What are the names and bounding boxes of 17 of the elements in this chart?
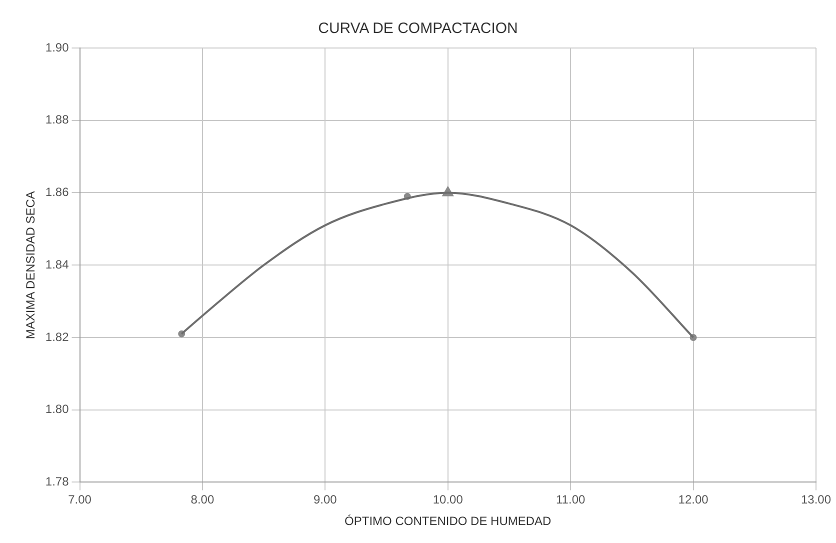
y-tick-label: 1.88 [45, 112, 70, 127]
y-tick-label: 1.80 [45, 402, 70, 416]
x-tick-label: 8.00 [190, 492, 214, 507]
y-tick-label: 1.82 [45, 330, 70, 344]
y-tick-label: 1.84 [45, 257, 70, 272]
x-tick-label: 11.00 [556, 492, 586, 507]
x-tick-label: 13.00 [800, 492, 832, 507]
x-tick-label: 12.00 [678, 492, 709, 507]
y-tick-label: 1.78 [45, 474, 70, 489]
x-tick-label: 9.00 [313, 492, 338, 507]
x-tick-label: 7.00 [68, 492, 92, 507]
chart-title: CURVA DE COMPACTACION [318, 20, 518, 38]
y-tick-label: 1.90 [45, 40, 70, 54]
y-axis-title: MAXIMA DENSIDAD SECA [24, 191, 38, 340]
x-axis-title: ÓPTIMO CONTENIDO DE HUMEDAD [344, 514, 552, 528]
x-tick-label: 10.00 [432, 492, 464, 507]
y-tick-label: 1.86 [45, 185, 70, 200]
